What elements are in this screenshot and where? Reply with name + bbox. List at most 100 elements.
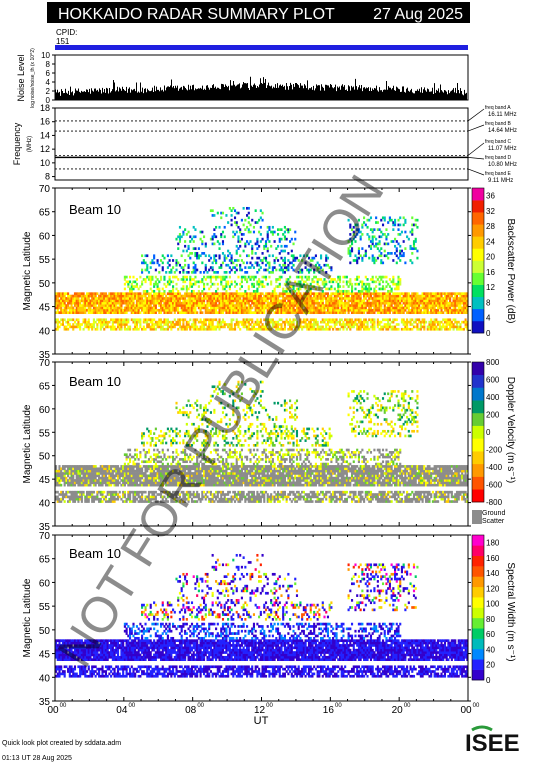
range-cell (251, 218, 254, 222)
range-cell (209, 256, 212, 260)
range-cell (369, 287, 373, 291)
range-cell (122, 299, 125, 303)
range-cell (256, 242, 259, 246)
range-cell (180, 297, 183, 300)
range-cell (192, 308, 195, 312)
range-cell (275, 247, 278, 250)
range-cell (125, 306, 128, 310)
range-cell (103, 297, 106, 300)
range-cell (430, 318, 433, 322)
range-cell (399, 294, 402, 298)
range-cell (166, 266, 169, 269)
range-cell (161, 294, 164, 298)
range-cell (235, 249, 238, 253)
range-cell (192, 289, 195, 293)
range-cell (201, 278, 204, 281)
colorbar-tick-label: 36 (486, 192, 495, 201)
range-cell (404, 230, 407, 234)
range-cell (132, 292, 135, 296)
range-cell (61, 318, 65, 322)
range-cell (177, 311, 180, 314)
range-cell (258, 256, 261, 260)
range-cell (161, 297, 164, 300)
range-cell (381, 280, 385, 284)
range-cell (357, 275, 360, 279)
range-cell (118, 299, 121, 303)
range-cell (184, 275, 187, 279)
range-cell (68, 299, 71, 303)
range-cell (239, 228, 242, 231)
range-cell (399, 216, 402, 220)
range-cell (153, 256, 156, 260)
range-cell (166, 282, 169, 286)
range-cell (159, 318, 163, 322)
range-cell (344, 299, 347, 303)
range-cell (340, 299, 343, 303)
range-cell (178, 237, 182, 241)
range-cell (127, 299, 130, 303)
range-cell (180, 318, 183, 322)
range-cell (177, 299, 180, 303)
range-cell (137, 294, 140, 298)
range-cell (110, 308, 113, 312)
range-cell (151, 323, 154, 326)
range-cell (159, 259, 163, 262)
range-cell (149, 320, 152, 324)
range-cell (156, 292, 159, 296)
range-cell (70, 325, 73, 329)
range-cell (349, 278, 352, 281)
range-cell (149, 294, 152, 298)
range-cell (153, 311, 156, 314)
range-cell (199, 271, 202, 274)
range-cell (106, 323, 109, 326)
range-cell (137, 301, 140, 305)
range-cell (77, 292, 80, 296)
range-cell (251, 249, 254, 253)
range-cell (404, 261, 407, 265)
range-cell (237, 275, 240, 279)
range-cell (213, 282, 216, 286)
noise-tick-label: 0 (46, 96, 51, 105)
range-cell (190, 278, 194, 281)
range-cell (82, 493, 85, 496)
range-cell (139, 285, 142, 288)
range-cell (147, 297, 151, 300)
range-cell (189, 306, 192, 310)
range-cell (375, 237, 378, 241)
range-cell (108, 297, 111, 300)
range-cell (225, 275, 228, 279)
range-cell (159, 301, 163, 305)
range-cell (132, 304, 135, 307)
range-cell (239, 263, 242, 267)
range-cell (68, 308, 71, 312)
range-cell (99, 299, 102, 303)
range-cell (172, 297, 175, 300)
range-cell (190, 325, 194, 329)
range-cell (94, 483, 97, 487)
range-cell (264, 242, 268, 246)
colorbar-segment (472, 272, 484, 285)
range-cell (82, 306, 85, 310)
range-cell (184, 294, 187, 298)
range-cell (101, 297, 104, 300)
range-cell (172, 289, 175, 293)
range-cell (175, 292, 178, 296)
range-cell (230, 259, 233, 262)
range-cell (146, 266, 149, 269)
range-cell (201, 242, 204, 246)
range-cell (189, 280, 192, 284)
range-cell (156, 278, 159, 281)
range-cell (237, 259, 240, 262)
range-cell (380, 259, 383, 262)
range-cell (163, 275, 166, 279)
range-cell (144, 268, 147, 272)
range-cell (104, 325, 108, 329)
range-cell (387, 221, 390, 224)
range-cell (141, 282, 144, 286)
range-cell (252, 282, 256, 286)
range-cell (156, 301, 159, 305)
range-cell (154, 301, 157, 305)
range-cell (120, 311, 123, 314)
range-cell (72, 474, 75, 478)
range-cell (80, 500, 83, 503)
